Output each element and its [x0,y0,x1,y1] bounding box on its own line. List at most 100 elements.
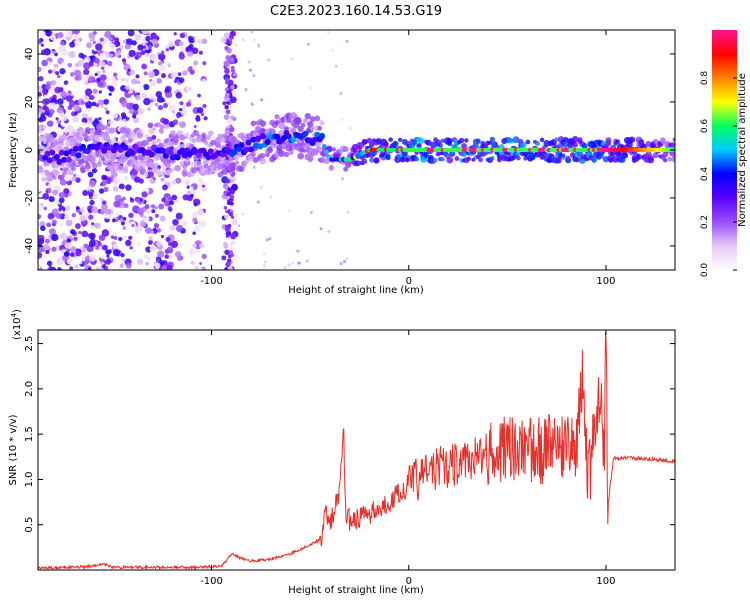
heatmap-noise-blob [89,94,95,100]
heatmap-band-cell [572,142,578,148]
heatmap-noise-blob [195,114,200,120]
heatmap-noise-blob [67,62,73,68]
heatmap-ridge-cell [231,148,238,155]
heatmap-noise-blob [122,118,127,123]
heatmap-noise-blob [140,50,146,56]
heatmap-noise-blob [99,60,106,68]
heatmap-band-cell [278,129,285,136]
heatmap-band-cell [77,136,84,142]
heatmap-noise-blob [160,73,167,79]
heatmap-band-cell [136,141,143,148]
heatmap-noise-blob [112,213,118,218]
heatmap-band-cell [94,134,101,142]
heatmap-noise-blob [145,36,151,42]
heatmap-band-cell [309,116,316,123]
heatmap-band-cell [591,156,598,163]
heatmap-noise-blob [82,95,90,103]
heatmap-noise-blob [189,69,195,75]
heatmap-noise-blob [262,252,266,256]
heatmap-noise-blob [88,254,97,262]
heatmap-noise-blob [75,250,82,257]
heatmap-noise-blob [112,244,118,249]
heatmap-noise-blob [120,78,125,82]
heatmap-noise-blob [156,30,162,34]
heatmap-noise-blob [224,249,230,256]
heatmap-noise-blob [87,267,92,270]
heatmap-band-cell [516,155,521,161]
heatmap-ridge-cell [148,151,155,158]
heatmap-noise-blob [48,183,54,189]
heatmap-noise-blob [168,248,173,253]
heatmap-noise-blob [51,80,57,86]
heatmap-band-cell [67,136,75,144]
heatmap-noise-blob [181,123,185,127]
heatmap-noise-blob [78,231,82,235]
heatmap-noise-blob [175,224,184,233]
heatmap-band-cell [222,133,228,139]
heatmap-noise-blob [124,43,131,50]
heatmap-band-cell [478,157,483,163]
heatmap-band-cell [160,170,167,177]
heatmap-band-cell [243,159,249,165]
spectrogram-panel: -100 0 100 -40 -20 0 20 40 Height of straight l… [8,29,676,296]
heatmap-band-cell [466,156,471,162]
heatmap-noise-blob [145,52,150,57]
heatmap-noise-blob [263,260,267,264]
heatmap-noise-blob [230,179,234,183]
heatmap-noise-blob [159,65,167,72]
heatmap-band-cell [669,142,675,148]
heatmap-band-cell [73,136,79,141]
heatmap-noise-blob [57,74,61,79]
heatmap-noise-blob [197,38,203,45]
heatmap-noise-blob [224,226,231,233]
heatmap-noise-blob [95,103,100,108]
heatmap-noise-blob [224,214,229,219]
heatmap-ridge-cell [63,150,70,157]
heatmap-noise-blob [168,41,174,48]
heatmap-noise-blob [105,208,112,215]
heatmap-band-cell [318,157,326,164]
heatmap-noise-blob [135,94,141,101]
heatmap-noise-blob [188,37,195,44]
heatmap-band-cell [366,137,373,144]
heatmap-band-cell [54,170,60,177]
heatmap-noise-blob [223,190,228,195]
heatmap-noise-blob [38,124,43,131]
heatmap-band-cell [84,163,91,170]
heatmap-noise-blob [137,44,144,51]
heatmap-noise-blob [226,101,230,105]
heatmap-noise-blob [225,109,231,115]
heatmap-band-cell [274,120,280,126]
heatmap-noise-blob [92,239,96,244]
heatmap-noise-blob [147,239,153,245]
heatmap-noise-blob [174,251,182,258]
heatmap-band-cell [193,130,200,136]
heatmap-noise-blob [38,263,41,268]
heatmap-noise-blob [125,239,132,247]
heatmap-noise-blob [106,254,110,258]
heatmap-band-cell [662,158,668,163]
heatmap-ridge-cell [129,149,136,156]
heatmap-noise-blob [309,210,313,214]
heatmap-noise-blob [163,118,170,125]
heatmap-noise-blob [90,224,95,229]
heatmap-noise-blob [191,189,196,194]
heatmap-noise-blob [83,68,90,76]
heatmap-noise-blob [46,120,54,127]
heatmap-band-cell [56,145,63,152]
heatmap-noise-blob [156,96,164,103]
heatmap-noise-blob [167,62,171,67]
heatmap-band-cell [437,143,443,149]
heatmap-noise-blob [54,86,62,94]
heatmap-ridge-cell [205,153,212,160]
heatmap-band-cell [96,123,103,131]
heatmap-noise-blob [252,74,256,78]
heatmap-band-cell [608,158,614,163]
heatmap-ridge-cell [49,149,56,156]
heatmap-noise-blob [99,183,104,187]
heatmap-noise-blob [192,231,196,235]
heatmap-band-cell [191,138,197,144]
heatmap-noise-blob [144,227,152,234]
heatmap-band-cell [221,168,229,175]
heatmap-noise-blob [137,228,142,232]
